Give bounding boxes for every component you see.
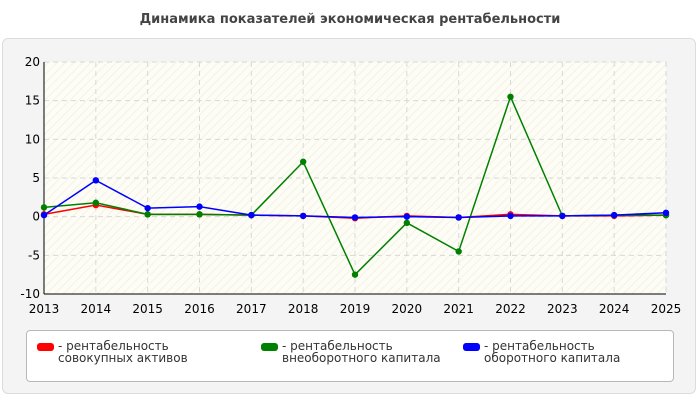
y-tick-label: 20: [25, 55, 40, 69]
data-point: [92, 199, 100, 206]
data-point: [610, 211, 618, 219]
data-point: [507, 93, 514, 101]
data-series: [40, 93, 670, 278]
y-tick-label: 0: [32, 210, 40, 224]
x-tick-label: 2018: [288, 302, 319, 316]
data-point: [144, 204, 151, 212]
data-point: [351, 271, 359, 278]
x-tick-label: 2017: [236, 302, 267, 316]
x-tick-label: 2019: [340, 302, 371, 316]
x-tick-label: 2022: [495, 302, 526, 316]
chart-title: Динамика показателей экономическая рента…: [139, 12, 561, 27]
axes: [43, 62, 666, 295]
x-tick-label: 2023: [547, 302, 578, 316]
data-point: [662, 209, 670, 216]
data-point: [299, 158, 307, 165]
x-tick-label: 2024: [599, 302, 630, 316]
data-point: [455, 214, 462, 221]
legend-item-total-assets[interactable]: - рентабельность совокупных активов: [37, 340, 242, 364]
legend-item-working-capital[interactable]: - рентабельность оборотного капитала: [463, 340, 668, 364]
y-tick-label: -10: [20, 287, 40, 301]
series-2: [40, 177, 670, 221]
x-tick-label: 2016: [184, 302, 215, 316]
data-point: [455, 248, 462, 255]
legend-item-noncurrent-capital[interactable]: - рентабельность внеоборотного капитала: [261, 340, 441, 364]
x-tick-label: 2013: [29, 302, 60, 316]
y-tick-label: 5: [32, 171, 40, 185]
legend-swatch-green: [261, 343, 278, 351]
legend-label-noncurrent-capital: - рентабельность внеоборотного капитала: [282, 339, 441, 365]
data-point: [559, 212, 566, 220]
data-point: [144, 211, 151, 218]
legend-label-total-assets: - рентабельность совокупных активов: [58, 339, 188, 365]
data-point: [196, 211, 203, 218]
legend-swatch-red: [37, 343, 54, 351]
data-point: [196, 203, 203, 210]
y-tick-label: 10: [25, 132, 40, 146]
x-tick-label: 2014: [81, 302, 112, 316]
x-tick-label: 2025: [651, 302, 682, 316]
data-point: [507, 212, 514, 220]
data-point: [403, 219, 411, 227]
legend-swatch-blue: [463, 343, 480, 351]
data-point: [40, 204, 48, 211]
data-point: [403, 213, 411, 220]
x-tick-label: 2021: [443, 302, 474, 316]
data-point: [248, 211, 255, 219]
y-tick-label: -5: [28, 248, 40, 262]
y-tick-label: 15: [25, 94, 40, 108]
data-point: [40, 211, 48, 219]
x-tick-label: 2020: [392, 302, 423, 316]
data-point: [351, 214, 359, 221]
data-point: [92, 177, 100, 184]
data-point: [299, 212, 307, 220]
tick-labels: -10 -5 0 5 10 15 20 2013 2014 2015 2016 2017 2018 201…: [20, 55, 681, 316]
chart-legend: - рентабельность совокупных активов - ре…: [26, 330, 674, 382]
legend-label-working-capital: - рентабельность оборотного капитала: [484, 339, 621, 365]
x-tick-label: 2015: [132, 302, 163, 316]
